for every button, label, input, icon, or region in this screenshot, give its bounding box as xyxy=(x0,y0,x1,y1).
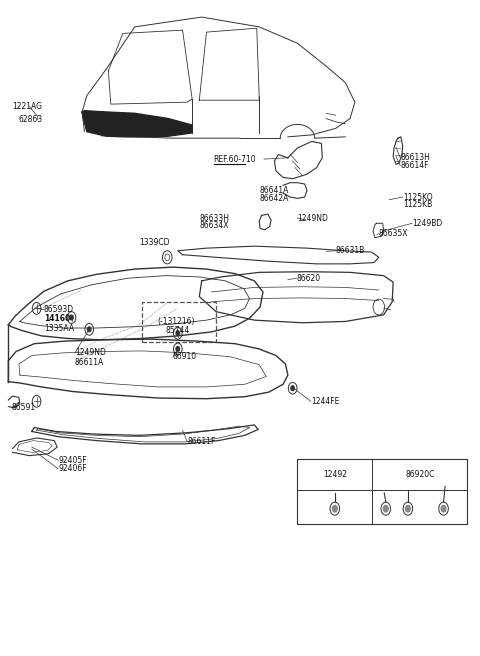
Circle shape xyxy=(406,505,410,512)
Circle shape xyxy=(441,505,446,512)
Text: 86591: 86591 xyxy=(11,403,36,413)
Circle shape xyxy=(384,505,388,512)
Text: 86642A: 86642A xyxy=(259,194,288,203)
Text: 86633H: 86633H xyxy=(199,213,229,222)
Text: 1335AA: 1335AA xyxy=(44,323,74,333)
Text: 1339CD: 1339CD xyxy=(140,238,170,247)
Circle shape xyxy=(176,331,180,336)
Circle shape xyxy=(333,505,337,512)
Text: 1249ND: 1249ND xyxy=(298,213,328,222)
Circle shape xyxy=(70,315,73,320)
Circle shape xyxy=(87,327,91,332)
Text: 12492: 12492 xyxy=(323,470,347,479)
Text: 1249ND: 1249ND xyxy=(75,348,106,358)
Text: 62863: 62863 xyxy=(19,115,43,125)
Text: 1125KO: 1125KO xyxy=(403,193,432,201)
Text: 86614F: 86614F xyxy=(400,161,429,170)
Text: 1125KB: 1125KB xyxy=(403,201,432,209)
Text: 86910: 86910 xyxy=(173,352,197,361)
Text: 1244FE: 1244FE xyxy=(311,397,339,406)
Text: 85744: 85744 xyxy=(165,326,190,335)
Text: 86611A: 86611A xyxy=(75,358,104,367)
Text: (-131216): (-131216) xyxy=(157,317,195,326)
Text: 1249BD: 1249BD xyxy=(412,218,443,228)
Text: 86634X: 86634X xyxy=(199,221,229,230)
Text: 86611F: 86611F xyxy=(187,438,216,446)
Text: 92406F: 92406F xyxy=(58,464,87,473)
Circle shape xyxy=(176,346,180,352)
Text: 86635X: 86635X xyxy=(379,229,408,238)
Text: 92405F: 92405F xyxy=(58,456,87,464)
Text: 86920C: 86920C xyxy=(405,470,434,479)
Text: 86641A: 86641A xyxy=(259,186,288,195)
Text: 14160: 14160 xyxy=(44,314,70,323)
Polygon shape xyxy=(82,111,192,137)
Bar xyxy=(142,302,216,342)
Text: 1221AG: 1221AG xyxy=(12,102,43,112)
Text: 86613H: 86613H xyxy=(400,154,430,162)
Text: REF.60-710: REF.60-710 xyxy=(214,155,256,163)
Text: 86631B: 86631B xyxy=(336,246,365,255)
Text: 86593D: 86593D xyxy=(44,305,74,314)
Bar xyxy=(298,459,468,524)
Circle shape xyxy=(291,386,294,390)
Text: 86620: 86620 xyxy=(297,274,321,283)
